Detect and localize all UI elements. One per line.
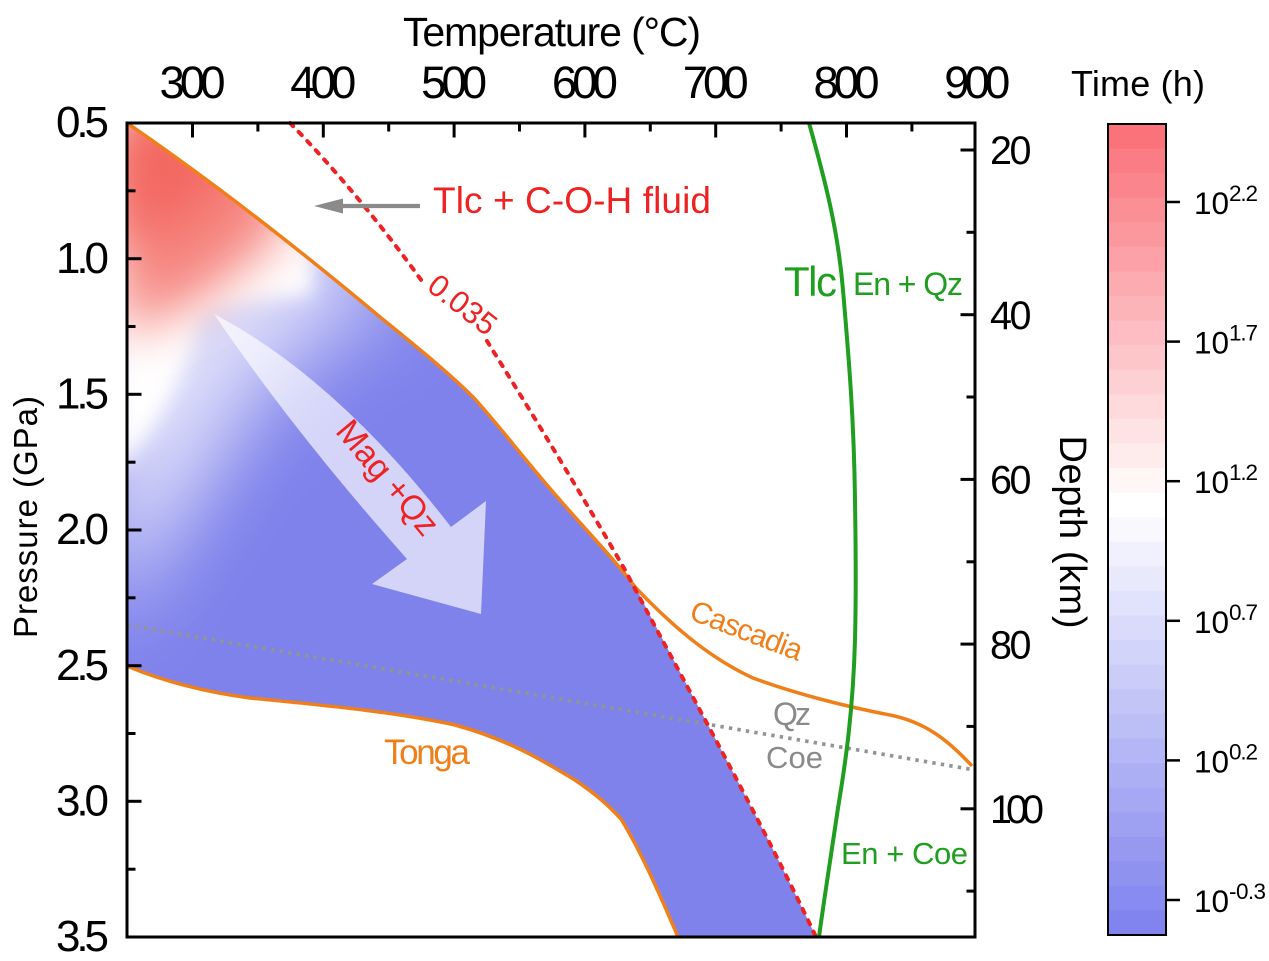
svg-text:102.2: 102.2 <box>1194 181 1258 221</box>
svg-text:Depth (km): Depth (km) <box>1051 436 1093 629</box>
svg-text:En + Coe: En + Coe <box>841 836 968 871</box>
svg-text:Time (h): Time (h) <box>1071 63 1205 104</box>
svg-text:3.5: 3.5 <box>56 912 109 961</box>
svg-text:40: 40 <box>990 294 1032 338</box>
svg-text:20: 20 <box>990 129 1032 173</box>
svg-text:Pressure (GPa): Pressure (GPa) <box>7 396 44 638</box>
svg-text:0.5: 0.5 <box>56 98 109 147</box>
svg-text:2.0: 2.0 <box>56 505 109 554</box>
svg-text:101.2: 101.2 <box>1194 460 1258 500</box>
svg-text:500: 500 <box>421 57 487 108</box>
svg-text:800: 800 <box>814 57 880 108</box>
svg-text:Tlc + C-O-H fluid: Tlc + C-O-H fluid <box>433 180 711 221</box>
svg-text:Tonga: Tonga <box>384 733 471 772</box>
svg-text:700: 700 <box>683 57 749 108</box>
svg-text:101.7: 101.7 <box>1194 321 1258 361</box>
svg-text:1.5: 1.5 <box>56 370 109 419</box>
svg-text:Tlc: Tlc <box>784 258 837 305</box>
svg-text:400: 400 <box>290 57 356 108</box>
svg-text:900: 900 <box>944 57 1010 108</box>
svg-text:10-0.3: 10-0.3 <box>1194 879 1266 919</box>
svg-text:Cascadia: Cascadia <box>685 595 807 668</box>
svg-text:60: 60 <box>990 459 1032 503</box>
svg-text:0.035: 0.035 <box>421 267 504 342</box>
svg-text:3.0: 3.0 <box>56 777 109 826</box>
svg-text:Temperature (°C): Temperature (°C) <box>403 9 701 55</box>
svg-text:300: 300 <box>160 57 226 108</box>
svg-text:1.0: 1.0 <box>56 234 109 283</box>
svg-text:2.5: 2.5 <box>56 641 109 690</box>
svg-text:100: 100 <box>990 788 1044 832</box>
svg-text:Coe: Coe <box>766 740 823 775</box>
svg-text:En + Qz: En + Qz <box>853 266 963 302</box>
svg-text:100.7: 100.7 <box>1194 600 1258 640</box>
svg-text:600: 600 <box>552 57 618 108</box>
svg-text:80: 80 <box>990 623 1032 667</box>
svg-text:Qz: Qz <box>773 696 811 732</box>
svg-text:100.2: 100.2 <box>1194 739 1258 779</box>
